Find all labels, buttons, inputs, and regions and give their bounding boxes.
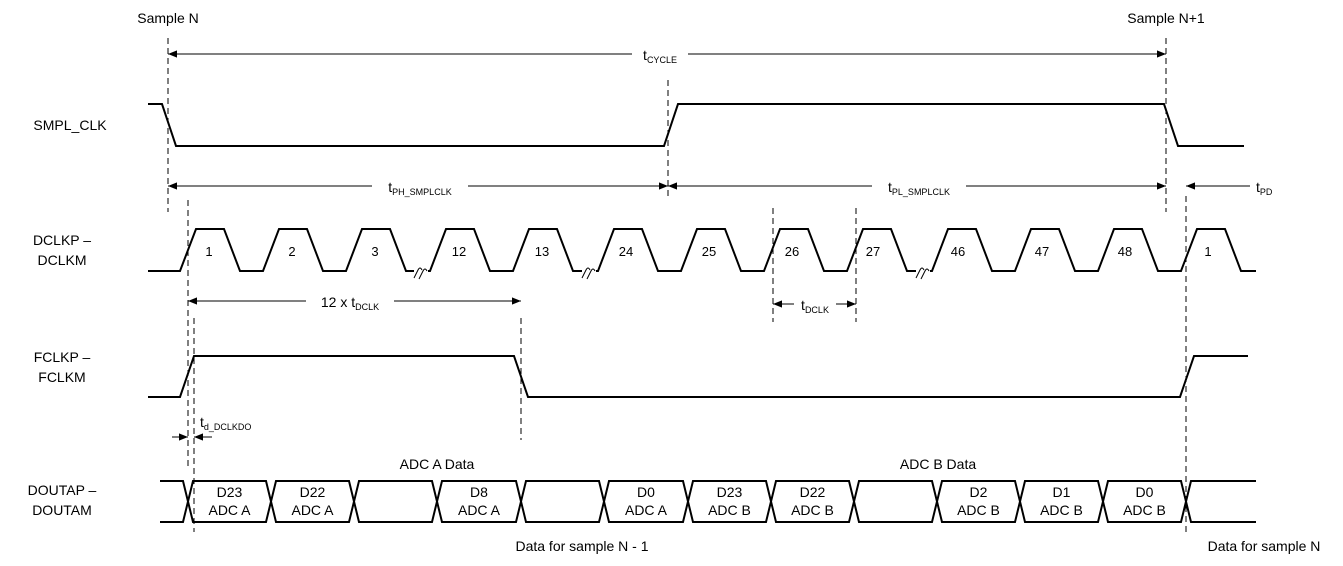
dout-cell-channel: ADC B: [957, 502, 1000, 518]
t-dclk12-label: 12 x tDCLK: [321, 294, 379, 312]
fclk-label-p: FCLKP –: [34, 349, 91, 365]
dclk-number: 26: [785, 244, 799, 259]
data-sample-n-minus-1-label: Data for sample N - 1: [515, 538, 648, 554]
dout-cell-bit: D22: [800, 484, 826, 500]
break-mark-3b: [920, 268, 930, 280]
fclk-waveform: [148, 355, 1248, 398]
dclk-waveform-seg4: [930, 228, 1256, 272]
adc-b-data-label: ADC B Data: [900, 456, 976, 472]
dout-label-p: DOUTAP –: [28, 482, 97, 498]
t-dclkdo-label: td_DCLKDO: [200, 414, 251, 432]
dclk-number: 1: [205, 244, 212, 259]
dout-cell-bit: D1: [1053, 484, 1071, 500]
dclk-number: 25: [702, 244, 716, 259]
sample-n1-label: Sample N+1: [1127, 10, 1205, 26]
dclk-number: 13: [535, 244, 549, 259]
dclk-label-m: DCLKM: [37, 252, 86, 268]
dclk-number: 24: [619, 244, 633, 259]
dout-cell-channel: ADC B: [1040, 502, 1083, 518]
dout-cell-bit: D23: [717, 484, 743, 500]
t-dclk12-mask: [306, 290, 394, 312]
t-pd-label: tPD: [1256, 179, 1273, 197]
dout-cell: [352, 480, 439, 523]
smpl-clk-label: SMPL_CLK: [33, 117, 107, 133]
dclk-label-p: DCLKP –: [33, 232, 91, 248]
dclk-waveform-seg2: [428, 228, 582, 272]
dout-cell-channel: ADC A: [291, 502, 334, 518]
dout-cell-channel: ADC A: [625, 502, 668, 518]
t-pl-label: tPL_SMPLCLK: [888, 179, 950, 197]
dout-cell: [852, 480, 939, 523]
dout-cell-bit: D0: [637, 484, 655, 500]
t-pd-mask: [1250, 175, 1284, 197]
dout-cell-channel: ADC A: [458, 502, 501, 518]
t-ph-mask: [372, 175, 468, 197]
smpl-clk-waveform: [148, 103, 1244, 147]
dout-bus: D23 ADC A D22 ADC A D8 ADC A D0 ADC A D23 ADC B D2…: [160, 480, 1256, 523]
break-mark-2a: [581, 267, 591, 279]
dout-cell-bit: D0: [1136, 484, 1154, 500]
dout-cell-bit: D23: [217, 484, 243, 500]
t-pl-mask: [872, 175, 966, 197]
dclk-number: 46: [951, 244, 965, 259]
t-dclk-mask: [794, 293, 836, 315]
sample-n-label: Sample N: [137, 10, 198, 26]
dclk-number: 12: [452, 244, 466, 259]
break-mark-1b: [418, 268, 428, 280]
fclk-label-m: FCLKM: [38, 369, 85, 385]
dclk-number: 27: [866, 244, 880, 259]
dclk-number: 2: [288, 244, 295, 259]
adc-a-data-label: ADC A Data: [400, 456, 475, 472]
dclk-number: 48: [1118, 244, 1132, 259]
dout-cell-bit: D22: [300, 484, 326, 500]
data-sample-n-label: Data for sample N: [1208, 538, 1321, 554]
dclk-number: 3: [371, 244, 378, 259]
dout-label-m: DOUTAM: [32, 502, 92, 518]
t-ph-label: tPH_SMPLCLK: [388, 179, 451, 197]
dout-cell: [519, 480, 606, 523]
t-cycle-label: tCYCLE: [643, 47, 677, 65]
dclk-waveform-seg3: [596, 228, 916, 272]
t-dclk-label: tDCLK: [801, 297, 829, 315]
dclk-number: 1: [1204, 244, 1211, 259]
dout-cell-bit: D8: [470, 484, 488, 500]
dout-cell-channel: ADC B: [791, 502, 834, 518]
dout-bus-start: [160, 480, 190, 523]
dout-cell-bit: D2: [970, 484, 988, 500]
t-cycle-mask: [632, 43, 688, 65]
break-mark-2b: [586, 268, 596, 280]
dout-cell-channel: ADC A: [208, 502, 251, 518]
dout-cell-channel: ADC B: [1123, 502, 1166, 518]
dclk-waveform-seg1: [148, 228, 414, 272]
break-mark-3a: [915, 267, 925, 279]
dclk-number: 47: [1035, 244, 1049, 259]
break-mark-1a: [413, 267, 423, 279]
dout-bus-end: [1184, 480, 1256, 523]
dout-cell-channel: ADC B: [708, 502, 751, 518]
